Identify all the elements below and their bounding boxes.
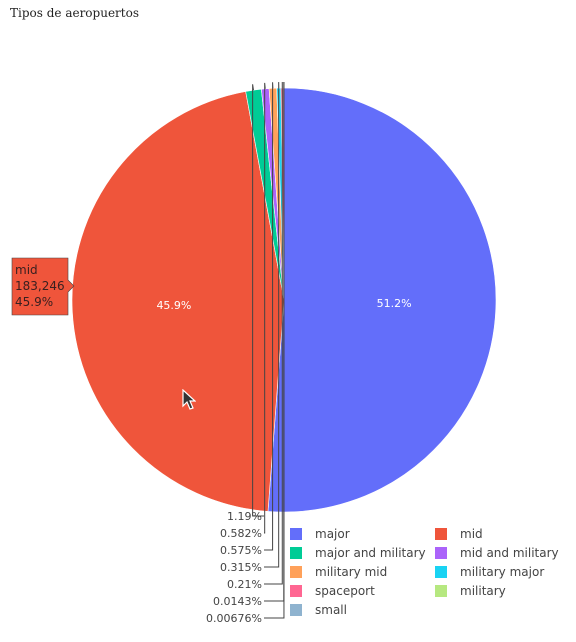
legend-label: military major: [460, 565, 544, 579]
legend-item-major[interactable]: major: [290, 527, 350, 541]
outside-label-mid-and-military: 0.582%: [220, 527, 262, 540]
legend-swatch: [290, 585, 302, 597]
leader-line-military-mid: [264, 82, 274, 551]
legend-label: major and military: [315, 546, 426, 560]
legend-label: military mid: [315, 565, 387, 579]
leader-line-small: [264, 81, 285, 619]
legend-label: major: [315, 527, 350, 541]
leader-line-major-and-military: [252, 84, 264, 517]
legend-label: mid: [460, 527, 483, 541]
inside-label-major: 51.2%: [377, 297, 412, 310]
legend-label: military: [460, 584, 506, 598]
legend-item-military-major[interactable]: military major: [435, 565, 544, 579]
outside-labels: 1.19% 0.582% 0.575% 0.315% 0.21% 0.0143% 0.006…: [206, 81, 285, 625]
legend-label: mid and military: [460, 546, 559, 560]
outside-label-major-and-military: 1.19%: [227, 510, 262, 523]
legend-item-spaceport[interactable]: spaceport: [290, 584, 375, 598]
leader-line-mid-and-military: [264, 82, 266, 534]
legend-swatch: [290, 566, 302, 578]
legend-label: small: [315, 603, 347, 617]
tooltip-label: mid: [15, 263, 38, 277]
legend-item-major-and-military[interactable]: major and military: [290, 546, 426, 560]
legend-swatch: [435, 547, 447, 559]
outside-label-small: 0.00676%: [206, 612, 262, 625]
tooltip-percent: 45.9%: [15, 295, 53, 309]
mouse-cursor-icon: [182, 389, 196, 410]
tooltip-value: 183,246: [15, 279, 65, 293]
legend-swatch: [435, 528, 447, 540]
hover-tooltip: mid 183,246 45.9%: [11, 257, 75, 316]
legend-label: spaceport: [315, 584, 375, 598]
pie-slices: [71, 87, 497, 513]
inside-labels: 51.2% 45.9%: [156, 297, 411, 312]
outside-label-military-major: 0.315%: [220, 561, 262, 574]
legend: major mid major and military mid and milita…: [290, 527, 559, 617]
legend-item-mid[interactable]: mid: [435, 527, 483, 541]
inside-label-mid: 45.9%: [156, 299, 191, 312]
legend-swatch: [435, 585, 447, 597]
legend-swatch: [435, 566, 447, 578]
legend-item-military[interactable]: military: [435, 584, 506, 598]
outside-label-military-mid: 0.575%: [220, 544, 262, 557]
leader-line-spaceport: [264, 82, 283, 585]
outside-label-military: 0.0143%: [213, 595, 262, 608]
leader-line-military-major: [264, 82, 280, 568]
legend-swatch: [290, 604, 302, 616]
chart-title: Tipos de aeropuertos: [10, 6, 139, 20]
tooltip-box: [11, 257, 75, 316]
slice-mid[interactable]: [71, 91, 285, 512]
legend-item-mid-and-military[interactable]: mid and military: [435, 546, 559, 560]
legend-item-military-mid[interactable]: military mid: [290, 565, 387, 579]
legend-swatch: [290, 547, 302, 559]
legend-swatch: [290, 528, 302, 540]
outside-label-spaceport: 0.21%: [227, 578, 262, 591]
slice-major[interactable]: [267, 87, 497, 513]
legend-item-small[interactable]: small: [290, 603, 347, 617]
